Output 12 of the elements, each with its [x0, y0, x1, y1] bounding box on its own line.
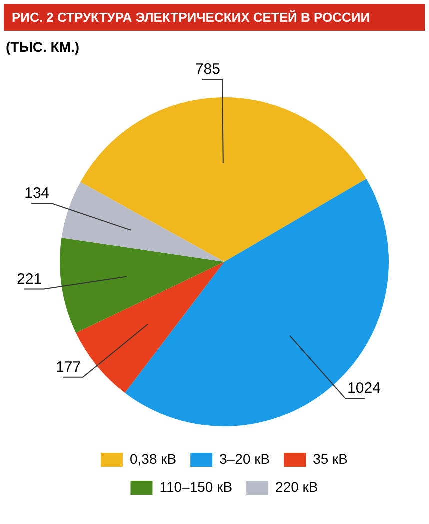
legend-label: 220 кВ: [276, 478, 318, 495]
data-label: 221: [17, 270, 42, 288]
legend-label: 110–150 кВ: [160, 478, 233, 495]
chart-title: РИС. 2 СТРУКТУРА ЭЛЕКТРИЧЕСКИХ СЕТЕЙ В РОССИИ: [4, 4, 425, 31]
data-label: 1024: [348, 380, 381, 398]
legend-label: 3–20 кВ: [220, 450, 270, 467]
data-label: 177: [56, 358, 82, 376]
data-label: 785: [195, 61, 220, 78]
legend-label: 35 кВ: [313, 450, 348, 467]
chart-subtitle: (ТЫС. КМ.): [5, 38, 81, 55]
legend-label: 0,38 кВ: [130, 450, 177, 467]
data-label: 134: [24, 185, 50, 202]
